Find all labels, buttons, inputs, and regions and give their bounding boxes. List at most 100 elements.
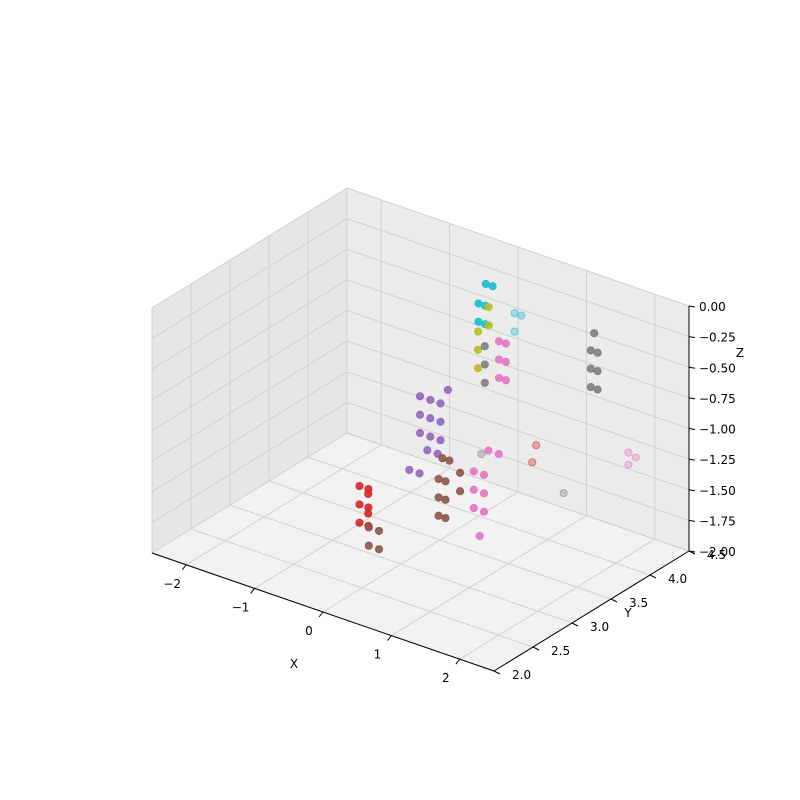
data-point [494,337,504,346]
data-point [484,302,493,312]
z-tick-mark [688,550,696,553]
data-points [355,279,640,554]
data-point [593,348,602,357]
faint-data-point [624,448,633,457]
faint-data-point [631,453,640,462]
data-point [474,317,483,326]
data-point [441,514,450,523]
x-tick-mark [181,564,187,571]
z-tick-label: −0.50 [699,361,736,375]
data-point [415,429,425,438]
data-point [494,355,504,364]
data-point [586,346,595,355]
data-point [415,469,424,478]
x-tick-label: 0 [305,624,313,638]
data-point [436,436,445,445]
faint-data-point [510,327,519,336]
y-tick-mark [610,598,618,603]
faint-data-point [559,489,568,498]
data-point [441,495,450,504]
z-tick-mark [688,336,696,339]
data-point [494,373,504,382]
data-point [436,417,445,426]
data-point [473,345,483,354]
data-point [586,364,595,373]
data-point [441,477,450,486]
y-tick-label: 2.5 [551,644,570,658]
z-grid-line [151,248,690,370]
data-point [456,487,465,496]
z-grid-line [151,279,690,401]
z-tick-mark [688,428,696,430]
data-point [438,454,447,463]
z-tick-mark [688,366,696,369]
data-point [469,467,478,476]
data-point [501,376,510,385]
x-tick-mark [455,658,461,665]
data-point [473,364,483,373]
data-point [355,481,364,491]
y-axis-line [493,550,690,672]
data-point [374,545,384,554]
data-point [415,410,425,419]
data-point [480,342,489,351]
faint-data-point [477,449,486,459]
data-point [423,446,432,455]
data-point [426,395,435,404]
data-point [501,357,510,366]
data-point [586,383,595,392]
z-grid-line [151,401,690,523]
x-axis-label: X [290,657,298,671]
z-tick-label: −1.50 [699,484,736,498]
z-axis-label: Z [736,346,744,360]
z-tick-mark [688,489,696,492]
z-tick-mark [688,397,696,400]
x-tick-label: −1 [232,600,250,614]
x-tick-mark [318,611,324,618]
data-point [443,385,452,394]
z-grid-line [151,309,690,431]
data-point [480,378,489,387]
tick-marks [181,305,696,675]
data-point [469,504,478,513]
x-tick-label: 2 [442,671,450,685]
x-tick-mark [387,635,392,641]
data-point [426,432,435,441]
data-point [481,279,490,288]
data-point [590,329,599,338]
faint-data-point [532,441,541,450]
data-point [364,541,373,550]
z-tick-label: −2.00 [699,545,736,559]
data-point [364,523,373,532]
y-tick-mark [493,670,501,675]
data-point [480,360,489,369]
y-tick-label: 2.0 [512,668,531,682]
z-tick-mark [688,519,696,522]
data-point [355,500,364,509]
y-tick-label: 4.0 [668,572,687,586]
data-point [593,367,602,376]
tick-labels: −2 −1 0 1 2 2.0 2.5 3.0 3.5 4.0 4.5 0.00 −0.25 −0.50 −… [163,300,735,685]
x-tick-label: 1 [374,648,382,662]
z-tick-label: −1.00 [699,423,736,437]
data-point [474,299,483,308]
grid-lines [151,187,690,672]
data-point [434,511,443,520]
y-tick-label: 3.0 [590,620,609,634]
faint-data-point [624,460,633,469]
z-grid-line [151,187,690,309]
data-point [434,474,443,484]
data-point [355,518,364,527]
data-point [434,493,443,502]
z-tick-label: −1.75 [699,514,736,528]
y-tick-mark [571,622,579,627]
data-point [445,456,454,465]
z-grid-line [151,432,690,554]
faint-data-point [517,311,526,320]
z-grid-line [151,218,690,340]
x-tick-label: −2 [163,577,181,591]
data-point [593,385,602,394]
data-point [494,450,503,459]
data-point [436,399,445,408]
